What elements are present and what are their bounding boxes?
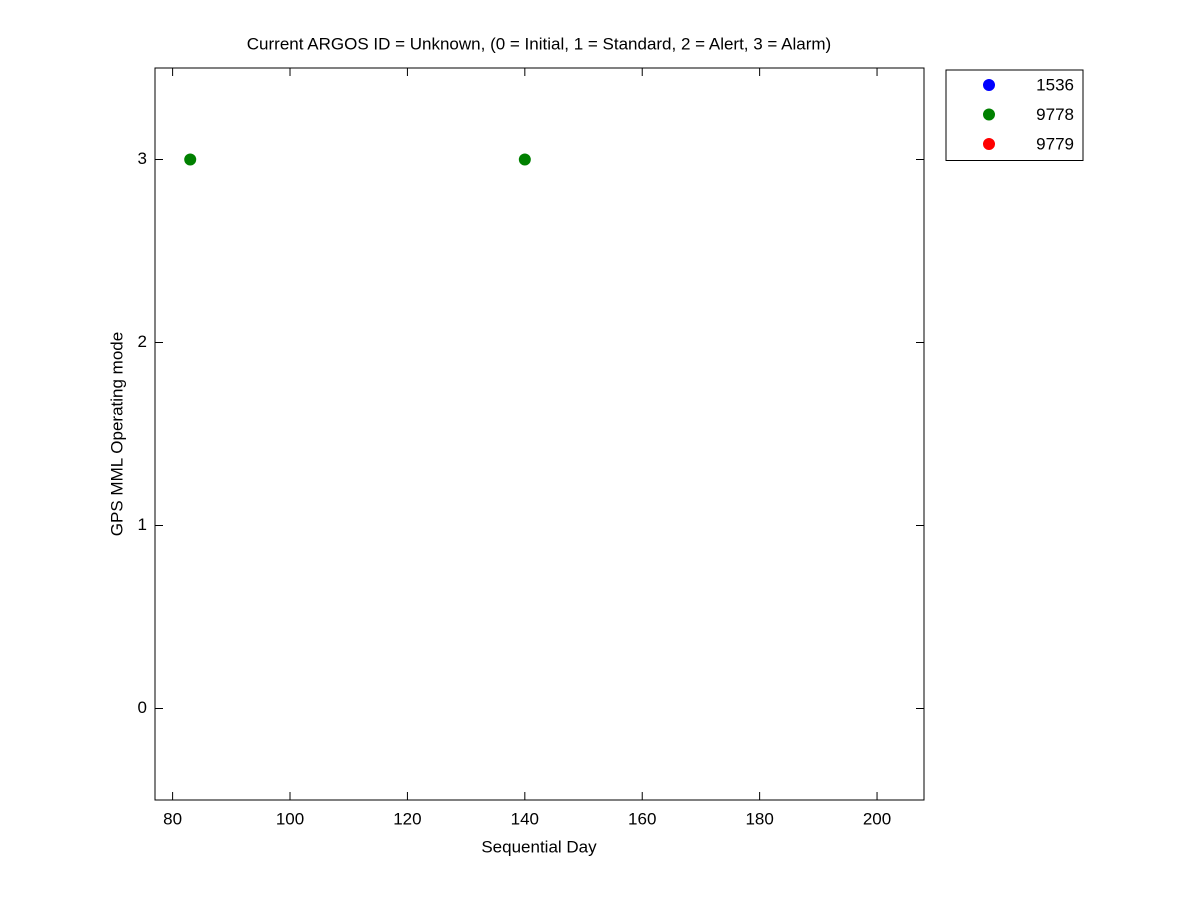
legend-marker	[983, 79, 995, 91]
legend-label: 9778	[1036, 105, 1074, 124]
x-tick-label: 200	[863, 809, 891, 828]
x-axis-label: Sequential Day	[481, 837, 597, 856]
point	[518, 153, 531, 166]
chart-title: Current ARGOS ID = Unknown, (0 = Initial…	[247, 34, 831, 53]
legend-box	[945, 69, 1084, 161]
x-tick-label: 80	[163, 809, 182, 828]
x-tick-label: 180	[745, 809, 773, 828]
x-tick-label: 120	[393, 809, 421, 828]
point	[184, 153, 197, 166]
y-tick-label: 0	[138, 698, 147, 717]
legend-label: 1536	[1036, 75, 1074, 94]
plot-frame	[154, 67, 925, 801]
x-tick-label: 160	[628, 809, 656, 828]
x-tick-label: 100	[276, 809, 304, 828]
y-axis-label: GPS MML Operating mode	[107, 332, 126, 536]
y-tick-label: 2	[138, 332, 147, 351]
legend-marker	[983, 138, 995, 150]
x-tick-label: 140	[511, 809, 539, 828]
y-tick-label: 1	[138, 515, 147, 534]
legend-marker	[983, 108, 995, 121]
legend-label: 9779	[1036, 134, 1074, 153]
y-tick-label: 3	[138, 149, 147, 168]
